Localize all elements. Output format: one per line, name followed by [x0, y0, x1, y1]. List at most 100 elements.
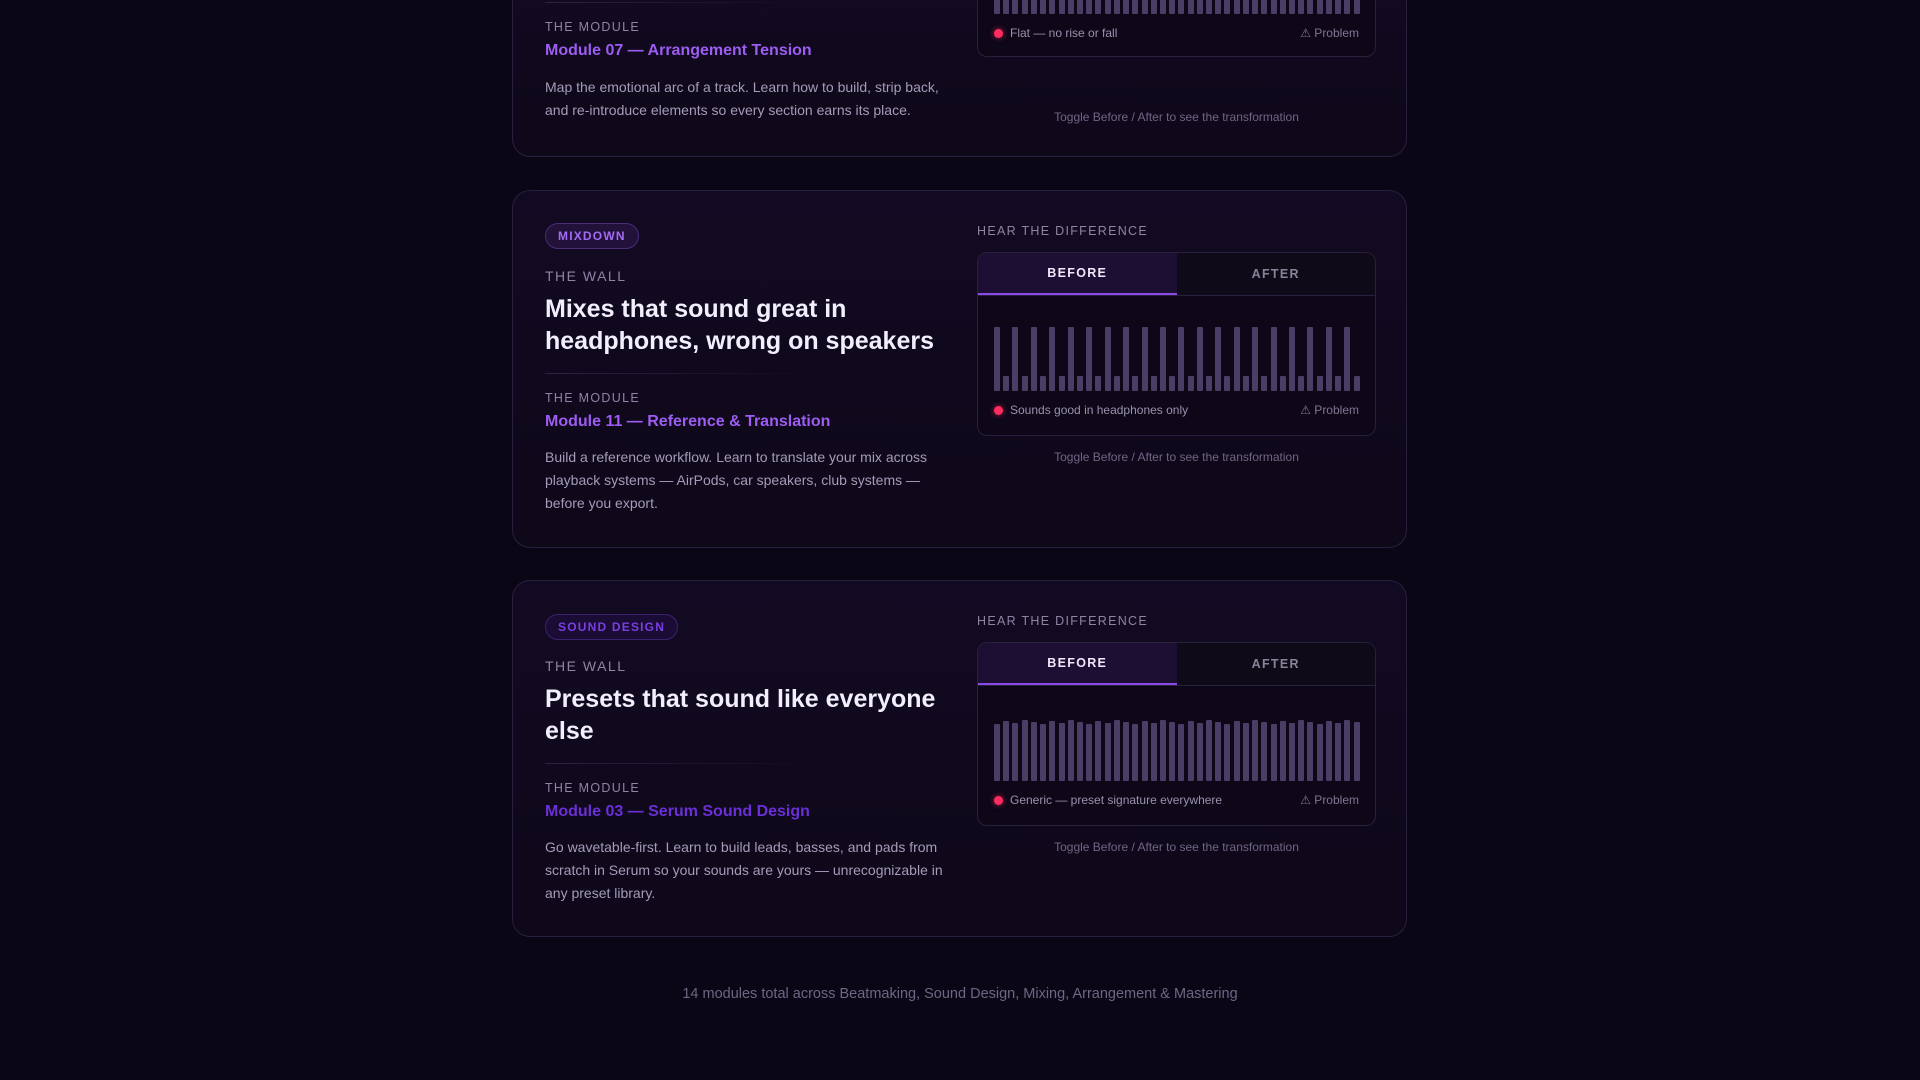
waveform-bar [1187, 0, 1194, 14]
module-label: THE MODULE [545, 20, 640, 34]
problem-status-dot [994, 405, 1003, 415]
waveform-bar [1076, 376, 1083, 391]
waveform-bar [1279, 721, 1286, 781]
waveform-bar [1353, 0, 1360, 14]
toggle-hint: Toggle Before / After to see the transfo… [1054, 110, 1299, 124]
waveform-bar [1187, 721, 1194, 781]
waveform-bar [1159, 720, 1166, 781]
waveform-bar [1067, 327, 1074, 391]
problem-status-dot [994, 28, 1003, 38]
before-after-toggle: BEFORE AFTER [978, 643, 1375, 686]
waveform-bar [1159, 0, 1166, 14]
waveform-bar [1206, 0, 1213, 14]
problem-label: ⚠ Problem [1300, 403, 1359, 417]
waveform-bar [1224, 376, 1231, 391]
waveform-bar [1252, 720, 1259, 781]
waveform-bar [1067, 720, 1074, 781]
problem-label: ⚠ Problem [1300, 26, 1359, 40]
waveform-bar [1030, 0, 1037, 14]
waveform-bar [1344, 327, 1351, 391]
waveform-bar [1196, 723, 1203, 781]
waveform-bar [1021, 0, 1028, 14]
toggle-hint: Toggle Before / After to see the transfo… [1054, 450, 1299, 464]
waveform-bar [1141, 0, 1148, 14]
module-card-mixdown: MIXDOWN THE WALL Mixes that sound great … [512, 190, 1407, 548]
waveform-bar [1316, 376, 1323, 391]
modules-footer-note: 14 modules total across Beatmaking, Soun… [682, 986, 1238, 1002]
section-label: HEAR THE DIFFERENCE [977, 224, 1149, 238]
waveform-bar [1316, 0, 1323, 14]
category-badge: MIXDOWN [545, 223, 639, 249]
waveform-bar [1279, 376, 1286, 391]
tab-after[interactable]: AFTER [1176, 253, 1375, 295]
module-description: Map the emotional arc of a track. Learn … [545, 79, 939, 118]
waveform-bar [1270, 0, 1277, 14]
tab-before[interactable]: BEFORE [978, 643, 1177, 685]
player-status: Flat — no rise or fall [1010, 26, 1118, 40]
module-label: THE MODULE [545, 391, 640, 405]
problem-status-dot [994, 795, 1003, 805]
waveform-bar [1086, 327, 1093, 391]
waveform-bar [1178, 327, 1185, 391]
waveform-bar [1344, 720, 1351, 781]
waveform-bar [1298, 376, 1305, 391]
player-status: Sounds good in headphones only [1010, 403, 1189, 417]
waveform-bar [1040, 0, 1047, 14]
waveform-bar [1049, 327, 1056, 391]
wall-label: THE WALL [545, 268, 627, 284]
waveform-bar [1003, 0, 1010, 14]
waveform-bar [1086, 0, 1093, 14]
waveform-bar [1003, 376, 1010, 391]
waveform-bar [1169, 376, 1176, 391]
waveform-bar [1076, 0, 1083, 14]
waveform-bar [994, 724, 1000, 781]
waveform-bar [1095, 0, 1102, 14]
waveform-bar [1021, 376, 1028, 391]
waveform-bar [1030, 327, 1037, 391]
waveform-bar [1215, 722, 1222, 781]
waveform-bar [1289, 0, 1295, 14]
waveform-bar [1233, 327, 1240, 391]
waveform-bar [1141, 327, 1148, 391]
tab-after[interactable]: AFTER [1176, 643, 1375, 685]
toggle-hint: Toggle Before / After to see the transfo… [1054, 840, 1299, 854]
waveform-bar [1049, 721, 1056, 781]
wall-label: THE WALL [545, 658, 627, 674]
waveform-bar [1224, 724, 1231, 781]
problem-headline: Mixes that sound great in headphones, wr… [545, 295, 934, 355]
category-badge: SOUND DESIGN [545, 614, 679, 640]
waveform-bar [1095, 721, 1102, 781]
waveform-bar [1307, 722, 1314, 781]
waveform-bar [1270, 327, 1277, 391]
waveform-bar [1159, 327, 1166, 391]
waveform-bar [1040, 724, 1047, 781]
waveform-bar [1289, 723, 1295, 781]
waveform-bar [1178, 0, 1185, 14]
waveform-bar [994, 0, 1000, 14]
waveform-bar [1086, 724, 1093, 781]
waveform-bar [1132, 376, 1139, 391]
tab-before[interactable]: BEFORE [978, 253, 1177, 295]
problem-label: ⚠ Problem [1300, 793, 1359, 807]
waveform-bar [1150, 0, 1157, 14]
waveform-bar [1058, 376, 1065, 391]
waveform-bar [1289, 327, 1295, 391]
waveform-bar [1012, 0, 1019, 14]
module-title[interactable]: Module 03 — Serum Sound Design [545, 803, 810, 820]
waveform-bar [1104, 0, 1111, 14]
waveform-bar [1261, 376, 1268, 391]
audio-compare-player: BEFORE AFTER Generic — preset signature … [977, 642, 1376, 826]
waveform-bar [1123, 327, 1130, 391]
waveform-bar [1215, 0, 1222, 14]
waveform-bar [1113, 0, 1120, 14]
waveform-bar [1040, 376, 1047, 391]
waveform-bar [1335, 723, 1342, 781]
module-title[interactable]: Module 07 — Arrangement Tension [545, 42, 812, 59]
module-title[interactable]: Module 11 — Reference & Translation [545, 413, 831, 430]
waveform-bar [1215, 327, 1222, 391]
waveform-bar [1335, 376, 1342, 391]
waveform-bar [1316, 724, 1323, 781]
waveform-before [994, 327, 1360, 391]
card-divider [545, 2, 815, 3]
